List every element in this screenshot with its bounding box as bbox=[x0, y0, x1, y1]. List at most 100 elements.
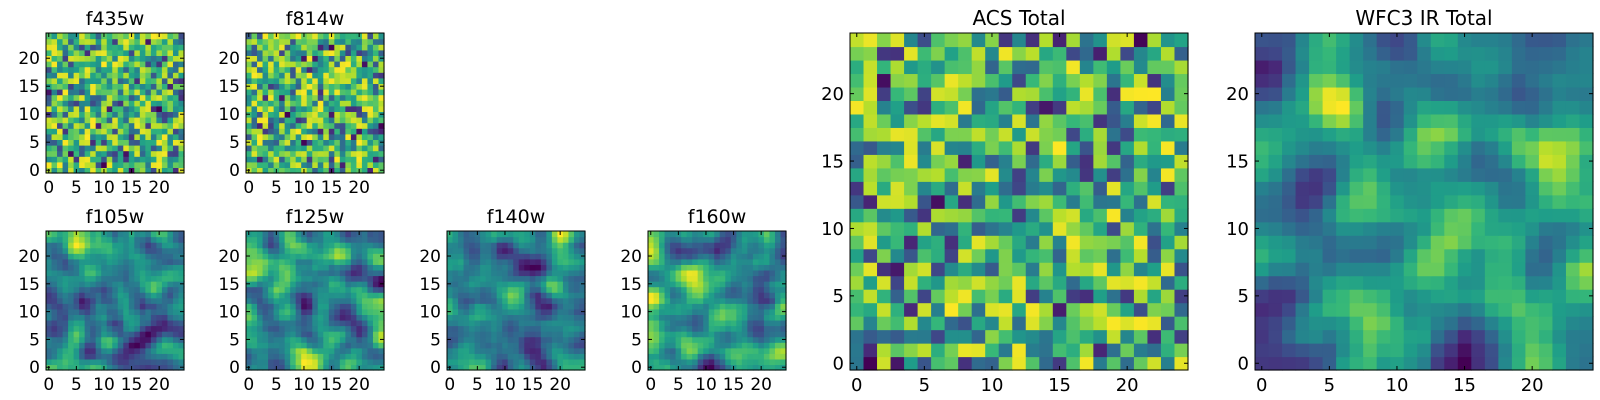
heatmap-cell bbox=[1525, 356, 1540, 371]
heatmap-cell bbox=[890, 154, 905, 169]
heatmap-cell bbox=[747, 336, 754, 343]
heatmap-cell bbox=[95, 77, 102, 84]
heatmap-cell bbox=[172, 117, 180, 124]
heatmap-cell bbox=[246, 117, 253, 124]
heatmap-cell bbox=[150, 94, 157, 101]
heatmap-cell bbox=[491, 231, 498, 238]
heatmap-cell bbox=[917, 275, 932, 290]
heatmap-cell bbox=[145, 38, 152, 45]
heatmap-cell bbox=[758, 297, 765, 304]
heatmap-cell bbox=[904, 154, 919, 169]
heatmap-cell bbox=[178, 286, 185, 293]
heatmap-cell bbox=[284, 117, 291, 124]
heatmap-cell bbox=[251, 111, 258, 118]
heatmap-cell bbox=[686, 331, 693, 338]
heatmap-cell bbox=[985, 289, 1000, 304]
heatmap-cell bbox=[290, 94, 297, 101]
heatmap-cell bbox=[917, 33, 932, 48]
heatmap-cell bbox=[774, 347, 782, 354]
heatmap-cell bbox=[101, 44, 108, 51]
heatmap-cell bbox=[161, 55, 169, 62]
heatmap-cell bbox=[306, 297, 313, 304]
heatmap-cell bbox=[62, 264, 69, 271]
heatmap-cell bbox=[95, 49, 102, 56]
heatmap-cell bbox=[290, 264, 297, 271]
heatmap-cell bbox=[268, 303, 275, 310]
heatmap-cell bbox=[1376, 154, 1391, 169]
heatmap-cell bbox=[339, 111, 346, 118]
heatmap-cell bbox=[112, 44, 119, 51]
heatmap-cell bbox=[156, 44, 163, 51]
heatmap-cell bbox=[1133, 221, 1149, 236]
heatmap-cell bbox=[128, 292, 135, 299]
heatmap-cell bbox=[763, 297, 771, 304]
heatmap-cell bbox=[101, 258, 108, 265]
heatmap-cell bbox=[57, 231, 64, 238]
heatmap-cell bbox=[877, 208, 892, 223]
heatmap-cell bbox=[524, 247, 531, 254]
heatmap-cell bbox=[301, 292, 308, 299]
heatmap-cell bbox=[736, 231, 743, 238]
heatmap-cell bbox=[1012, 181, 1027, 196]
heatmap-cell bbox=[496, 303, 503, 310]
heatmap-cell bbox=[356, 336, 363, 343]
heatmap-cell bbox=[317, 364, 324, 371]
heatmap-cell bbox=[372, 105, 380, 112]
heatmap-cell bbox=[653, 325, 660, 332]
heatmap-cell bbox=[367, 364, 374, 371]
heatmap-cell bbox=[736, 275, 743, 282]
heatmap-cell bbox=[863, 33, 878, 48]
heatmap-cell bbox=[139, 156, 146, 163]
heatmap-cell bbox=[469, 275, 476, 282]
heatmap-cell bbox=[931, 275, 946, 290]
heatmap-cell bbox=[917, 235, 932, 250]
heatmap-cell bbox=[675, 319, 682, 327]
heatmap-cell bbox=[79, 364, 86, 371]
heatmap-cell bbox=[1525, 167, 1540, 182]
y-tick-label: 0 bbox=[229, 161, 240, 181]
heatmap-cell bbox=[769, 303, 776, 310]
heatmap-cell bbox=[890, 59, 905, 75]
heatmap-cell bbox=[68, 117, 75, 124]
heatmap-cell bbox=[117, 297, 124, 304]
heatmap-cell bbox=[452, 281, 459, 288]
heatmap-cell bbox=[562, 286, 570, 293]
heatmap-cell bbox=[295, 281, 302, 288]
heatmap-cell bbox=[769, 314, 776, 321]
heatmap-cell bbox=[323, 314, 330, 321]
heatmap-cell bbox=[769, 292, 776, 299]
heatmap-cell bbox=[1538, 248, 1554, 263]
heatmap-cell bbox=[752, 269, 759, 277]
heatmap-cell bbox=[1066, 167, 1081, 182]
heatmap-cell bbox=[345, 275, 352, 282]
heatmap-cell bbox=[68, 264, 75, 271]
heatmap-cell bbox=[850, 289, 865, 304]
heatmap-cell bbox=[117, 336, 124, 343]
heatmap-cell bbox=[1025, 181, 1040, 196]
heatmap-cell bbox=[95, 128, 102, 135]
heatmap-cell bbox=[769, 281, 776, 288]
heatmap-cell bbox=[156, 66, 163, 73]
heatmap-cell bbox=[1565, 343, 1581, 358]
heatmap-cell bbox=[1052, 46, 1067, 61]
heatmap-cell bbox=[557, 347, 564, 354]
heatmap-cell bbox=[675, 253, 682, 260]
heatmap-cell bbox=[361, 94, 369, 101]
heatmap-cell bbox=[145, 275, 152, 282]
heatmap-cell bbox=[944, 33, 959, 48]
heatmap-cell bbox=[268, 55, 275, 62]
heatmap-cell bbox=[101, 128, 108, 135]
heatmap-cell bbox=[62, 297, 69, 304]
heatmap-cell bbox=[1174, 181, 1189, 196]
panel-title: ACS Total bbox=[972, 6, 1065, 30]
heatmap-cell bbox=[128, 247, 135, 254]
heatmap-cell bbox=[323, 100, 330, 107]
heatmap-cell bbox=[719, 308, 726, 315]
heatmap-cell bbox=[458, 314, 465, 321]
heatmap-cell bbox=[95, 347, 102, 354]
heatmap-cell bbox=[1268, 248, 1283, 263]
heatmap-cell bbox=[1133, 302, 1149, 317]
heatmap-cell bbox=[648, 297, 655, 304]
heatmap-cell bbox=[529, 331, 536, 338]
axes-frame bbox=[849, 32, 1189, 371]
